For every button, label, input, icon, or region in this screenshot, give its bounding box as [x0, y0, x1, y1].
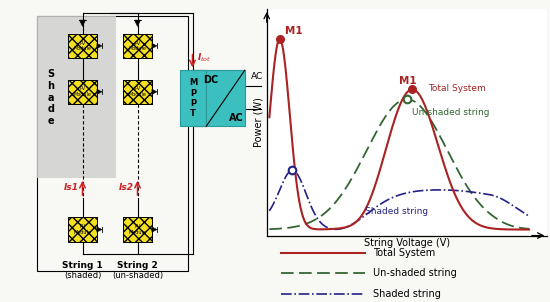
Bar: [123, 34, 152, 58]
Bar: [68, 217, 97, 242]
Text: Shaded string: Shaded string: [365, 207, 428, 216]
Bar: [68, 217, 97, 242]
Polygon shape: [152, 227, 157, 232]
Text: M1: M1: [285, 26, 303, 36]
Text: Total System: Total System: [373, 248, 436, 258]
Text: Shaded string: Shaded string: [373, 289, 441, 299]
Bar: [37, 16, 116, 178]
Bar: [37, 16, 188, 271]
Text: AC: AC: [229, 113, 244, 123]
Text: String 1: String 1: [62, 261, 103, 270]
X-axis label: String Voltage (V): String Voltage (V): [364, 238, 450, 248]
Text: Total System: Total System: [428, 85, 486, 93]
Polygon shape: [97, 43, 102, 49]
Bar: [123, 34, 152, 58]
Polygon shape: [97, 89, 102, 95]
Text: Un-shaded string: Un-shaded string: [412, 108, 490, 117]
Text: AC: AC: [251, 72, 263, 81]
Text: Is1: Is1: [64, 183, 79, 192]
Text: PV
Module: PV Module: [129, 224, 146, 235]
Bar: [68, 80, 97, 104]
Bar: [123, 217, 152, 242]
Y-axis label: Power (W): Power (W): [254, 97, 264, 147]
Bar: [68, 34, 97, 58]
Text: M
P
P
T: M P P T: [189, 78, 197, 118]
Polygon shape: [80, 20, 85, 26]
Text: PV
Module: PV Module: [74, 86, 91, 97]
Text: M1: M1: [399, 76, 417, 86]
Bar: [180, 70, 206, 126]
Text: PV
Module: PV Module: [129, 86, 146, 97]
Bar: [123, 80, 152, 104]
Text: PV
Module: PV Module: [74, 40, 91, 51]
Polygon shape: [152, 89, 157, 95]
Text: PV
Module: PV Module: [74, 224, 91, 235]
Polygon shape: [152, 43, 157, 49]
Polygon shape: [134, 20, 141, 26]
Bar: [123, 80, 152, 104]
Bar: [68, 34, 97, 58]
Text: S
h
a
d
e: S h a d e: [47, 69, 54, 126]
Text: PV
Module: PV Module: [129, 40, 146, 51]
Bar: [206, 70, 245, 126]
Text: DC: DC: [203, 75, 218, 85]
Text: I$_{tot}$: I$_{tot}$: [197, 51, 211, 64]
Text: (un-shaded): (un-shaded): [112, 271, 163, 281]
Bar: [123, 217, 152, 242]
Text: Is2: Is2: [119, 183, 134, 192]
Text: (shaded): (shaded): [64, 271, 101, 281]
Text: Un-shaded string: Un-shaded string: [373, 268, 457, 278]
Text: String 2: String 2: [117, 261, 158, 270]
Bar: [68, 80, 97, 104]
Polygon shape: [97, 227, 102, 232]
